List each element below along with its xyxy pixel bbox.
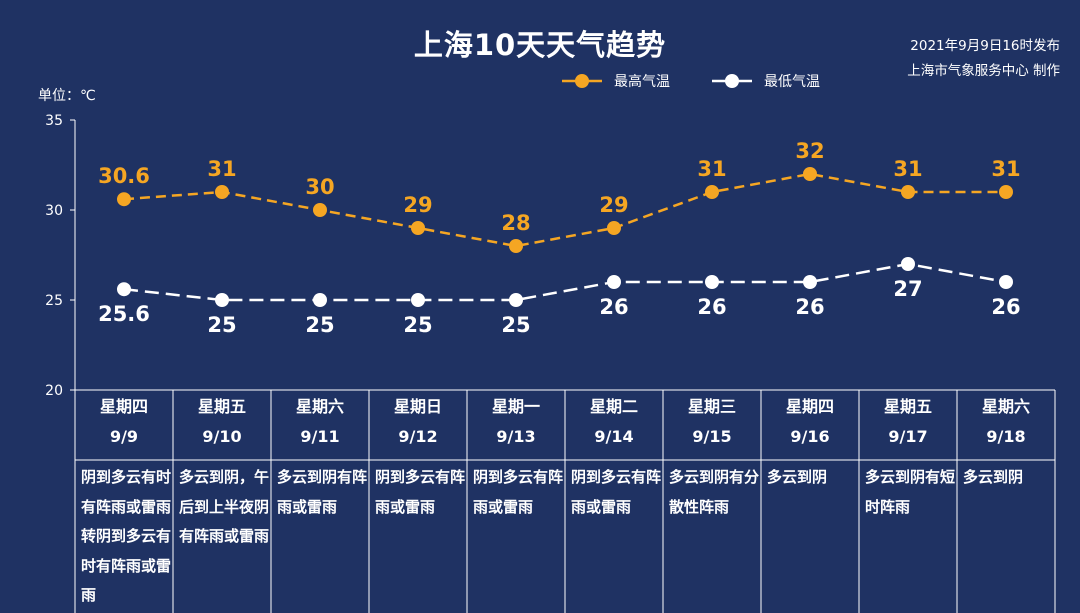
date-label: 9/14: [594, 427, 634, 446]
data-label-high: 28: [501, 211, 530, 235]
data-label-high: 31: [893, 157, 922, 181]
weather-description: 多云到阴有短时阵雨: [865, 468, 956, 516]
weather-description: 多云到阴: [963, 468, 1024, 486]
weekday-label: 星期五: [197, 397, 246, 416]
data-label-low: 26: [795, 295, 824, 319]
data-point-high: [411, 221, 425, 235]
date-label: 9/16: [790, 427, 830, 446]
data-label-high: 31: [697, 157, 726, 181]
legend-low-label: 最低气温: [764, 74, 820, 90]
data-point-low: [313, 293, 327, 307]
y-tick-label: 25: [45, 293, 63, 309]
data-label-low: 25: [501, 313, 530, 337]
weekday-label: 星期六: [295, 397, 344, 416]
publisher: 上海市气象服务中心 制作: [907, 63, 1060, 79]
day-header: 星期五 9/17: [859, 392, 957, 452]
weather-description: 多云到阴有阵雨或雷雨: [277, 468, 368, 516]
data-point-low: [215, 293, 229, 307]
date-label: 9/15: [692, 427, 732, 446]
day-header: 星期四 9/9: [75, 392, 173, 452]
day-header: 星期日 9/12: [369, 392, 467, 452]
data-label-high: 30: [305, 175, 334, 199]
weekday-label: 星期三: [687, 397, 736, 416]
publish-time: 2021年9月9日16时发布: [910, 38, 1060, 54]
data-point-high: [999, 185, 1013, 199]
date-label: 9/9: [109, 427, 139, 446]
data-label-high: 32: [795, 139, 824, 163]
data-point-high: [901, 185, 915, 199]
data-label-high: 31: [207, 157, 236, 181]
unit-label: 单位：℃: [38, 88, 96, 104]
legend-high-label: 最高气温: [614, 74, 670, 90]
weekday-label: 星期四: [785, 397, 834, 416]
date-label: 9/11: [300, 427, 340, 446]
data-point-high: [509, 239, 523, 253]
weekday-label: 星期五: [883, 397, 932, 416]
data-label-high: 29: [403, 193, 432, 217]
data-label-high: 29: [599, 193, 628, 217]
data-label-low: 26: [599, 295, 628, 319]
day-header: 星期四 9/16: [761, 392, 859, 452]
data-point-low: [901, 257, 915, 271]
weather-description: 阴到多云有时有阵雨或雷雨转阴到多云有时有阵雨或雷雨: [81, 468, 172, 604]
legend-low: 最低气温: [710, 71, 820, 91]
day-header: 星期一 9/13: [467, 392, 565, 452]
data-label-high: 31: [991, 157, 1020, 181]
data-point-low: [705, 275, 719, 289]
data-point-high: [803, 167, 817, 181]
y-tick-label: 30: [45, 203, 63, 219]
data-label-low: 25.6: [98, 302, 150, 326]
legend-low-marker: [712, 74, 752, 88]
data-point-high: [607, 221, 621, 235]
data-label-low: 25: [403, 313, 432, 337]
weekday-label: 星期二: [589, 397, 638, 416]
data-label-high: 30.6: [98, 164, 150, 188]
day-header: 星期六 9/18: [957, 392, 1055, 452]
date-label: 9/17: [888, 427, 928, 446]
data-label-low: 26: [697, 295, 726, 319]
day-header: 星期五 9/10: [173, 392, 271, 452]
day-header: 星期六 9/11: [271, 392, 369, 452]
data-point-low: [117, 282, 131, 297]
data-point-high: [705, 185, 719, 199]
weather-description: 阴到多云有阵雨或雷雨: [473, 468, 564, 516]
data-point-low: [607, 275, 621, 289]
date-label: 9/10: [202, 427, 242, 446]
data-point-low: [803, 275, 817, 289]
data-point-high: [313, 203, 327, 217]
day-header: 星期三 9/15: [663, 392, 761, 452]
data-point-low: [411, 293, 425, 307]
date-label: 9/18: [986, 427, 1026, 446]
date-label: 9/13: [496, 427, 536, 446]
data-point-high: [215, 185, 229, 199]
publish-info: 2021年9月9日16时发布 上海市气象服务中心 制作: [907, 34, 1060, 84]
legend-high-marker: [562, 74, 602, 88]
weather-description: 多云到阴有分散性阵雨: [669, 468, 760, 516]
chart-title: 上海10天天气趋势: [413, 28, 667, 62]
data-label-low: 27: [893, 277, 922, 301]
weekday-label: 星期日: [393, 397, 442, 416]
y-tick-label: 20: [45, 383, 63, 399]
series-line-low: [123, 262, 1007, 302]
day-header: 星期二 9/14: [565, 392, 663, 452]
data-label-low: 25: [207, 313, 236, 337]
data-point-low: [999, 275, 1013, 289]
weekday-label: 星期六: [981, 397, 1030, 416]
data-point-high: [117, 192, 131, 207]
data-label-low: 26: [991, 295, 1020, 319]
weather-description: 多云到阴，午后到上半夜阴有阵雨或雷雨: [179, 468, 270, 545]
legend-high: 最高气温: [560, 71, 670, 91]
date-label: 9/12: [398, 427, 438, 446]
weather-description: 多云到阴: [767, 468, 828, 486]
data-point-low: [509, 293, 523, 307]
weekday-label: 星期一: [491, 397, 540, 416]
y-tick-label: 35: [45, 113, 63, 129]
series-line-high: [123, 172, 1006, 248]
weather-description: 阴到多云有阵雨或雷雨: [571, 468, 662, 516]
weekday-label: 星期四: [99, 397, 148, 416]
data-label-low: 25: [305, 313, 334, 337]
weather-description: 阴到多云有阵雨或雷雨: [375, 468, 466, 516]
